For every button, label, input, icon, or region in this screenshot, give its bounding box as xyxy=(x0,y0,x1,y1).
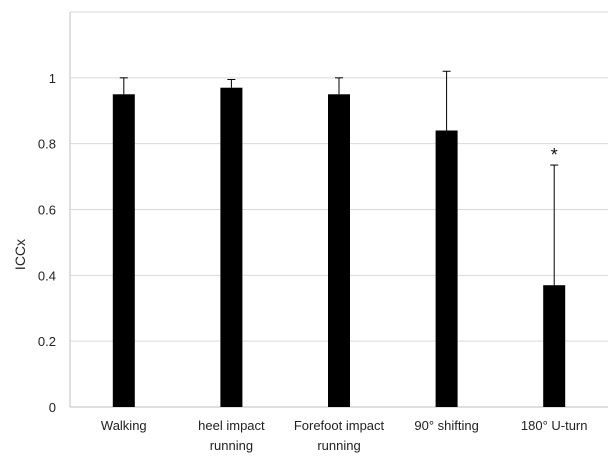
y-tick-labels: 0 0.2 0.4 0.6 0.8 1 xyxy=(38,71,56,415)
y-axis-title: ICCx xyxy=(12,239,28,270)
x-tick-labels: Walking heel impact running Forefoot impact… xyxy=(101,418,588,453)
x-tick-label: Forefoot impact running xyxy=(294,418,385,453)
bar xyxy=(220,87,243,407)
x-tick-label: 90° shifting xyxy=(414,418,478,433)
bar xyxy=(328,94,350,408)
bars xyxy=(112,87,566,408)
annotations: * xyxy=(551,145,558,165)
y-tick-label: 0.2 xyxy=(38,334,56,349)
y-tick-label: 0 xyxy=(49,400,56,415)
significance-marker: * xyxy=(551,145,558,165)
error-bars xyxy=(119,70,559,286)
bar xyxy=(112,94,135,408)
x-tick-label: 180° U-turn xyxy=(521,418,588,433)
bar xyxy=(543,285,566,407)
y-tick-label: 0.4 xyxy=(38,268,56,283)
y-tick-label: 0.6 xyxy=(38,203,56,218)
y-tick-label: 0.8 xyxy=(38,137,56,152)
x-tick-label: Walking xyxy=(101,418,147,433)
bar xyxy=(435,130,458,407)
x-tick-label: heel impact running xyxy=(198,418,265,453)
y-tick-label: 1 xyxy=(49,71,56,86)
